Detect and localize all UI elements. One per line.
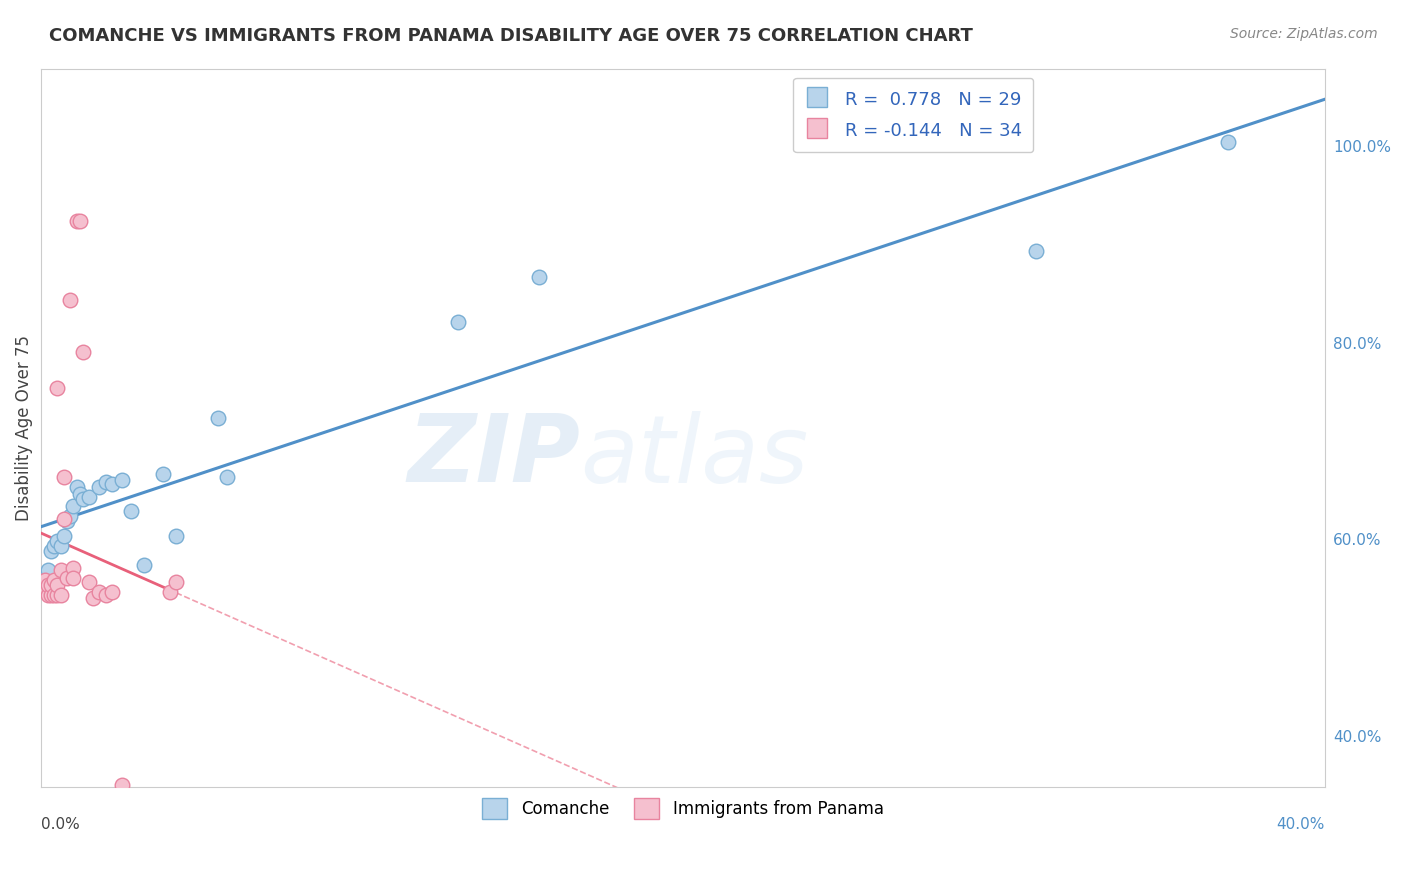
Point <box>56 514 79 528</box>
Text: 100.0%: 100.0% <box>1333 140 1391 154</box>
Point <box>44 539 66 553</box>
Point <box>69 486 91 500</box>
Point <box>62 500 84 514</box>
Point <box>110 473 132 487</box>
Point <box>46 578 69 592</box>
Point <box>39 578 62 592</box>
Point <box>72 491 94 506</box>
Point <box>62 561 84 575</box>
Point <box>34 582 56 597</box>
Text: 80.0%: 80.0% <box>1333 336 1381 351</box>
Point <box>46 533 69 548</box>
Point <box>56 571 79 585</box>
Point <box>82 591 104 605</box>
Point <box>49 588 72 602</box>
Text: atlas: atlas <box>581 411 808 502</box>
Point <box>120 504 142 518</box>
Point <box>65 480 87 494</box>
Point <box>87 480 110 494</box>
Point <box>527 270 550 285</box>
Point <box>72 345 94 359</box>
Point <box>79 490 101 504</box>
Point <box>46 588 69 602</box>
Point <box>1218 136 1240 150</box>
Text: 40.0%: 40.0% <box>1333 731 1381 745</box>
Point <box>69 214 91 228</box>
Point <box>34 573 56 587</box>
Text: COMANCHE VS IMMIGRANTS FROM PANAMA DISABILITY AGE OVER 75 CORRELATION CHART: COMANCHE VS IMMIGRANTS FROM PANAMA DISAB… <box>49 27 973 45</box>
Point <box>79 575 101 590</box>
Point <box>59 293 82 307</box>
Point <box>152 467 174 481</box>
Point <box>132 558 155 573</box>
Text: 60.0%: 60.0% <box>1333 533 1382 549</box>
Point <box>207 410 229 425</box>
Point <box>159 585 181 599</box>
Text: 0.0%: 0.0% <box>41 817 80 832</box>
Point <box>165 529 187 543</box>
Point <box>1025 244 1047 258</box>
Point <box>217 470 239 484</box>
Text: ZIP: ZIP <box>408 410 581 502</box>
Point <box>94 588 117 602</box>
Point <box>52 470 75 484</box>
Point <box>46 381 69 395</box>
Point <box>59 509 82 524</box>
Y-axis label: Disability Age Over 75: Disability Age Over 75 <box>15 334 32 521</box>
Point <box>44 588 66 602</box>
Point <box>101 585 124 599</box>
Point <box>39 588 62 602</box>
Legend: Comanche, Immigrants from Panama: Comanche, Immigrants from Panama <box>475 791 890 825</box>
Point <box>110 778 132 792</box>
Point <box>37 578 59 592</box>
Point <box>101 476 124 491</box>
Point <box>52 529 75 543</box>
Point <box>447 315 470 329</box>
Point <box>37 563 59 577</box>
Point <box>49 539 72 553</box>
Point <box>49 563 72 577</box>
Point <box>87 585 110 599</box>
Text: 40.0%: 40.0% <box>1277 817 1324 832</box>
Point <box>44 573 66 587</box>
Point <box>94 475 117 489</box>
Point <box>62 571 84 585</box>
Point <box>165 575 187 590</box>
Text: Source: ZipAtlas.com: Source: ZipAtlas.com <box>1230 27 1378 41</box>
Point <box>65 214 87 228</box>
Point <box>39 543 62 558</box>
Point <box>37 588 59 602</box>
Point <box>52 512 75 526</box>
